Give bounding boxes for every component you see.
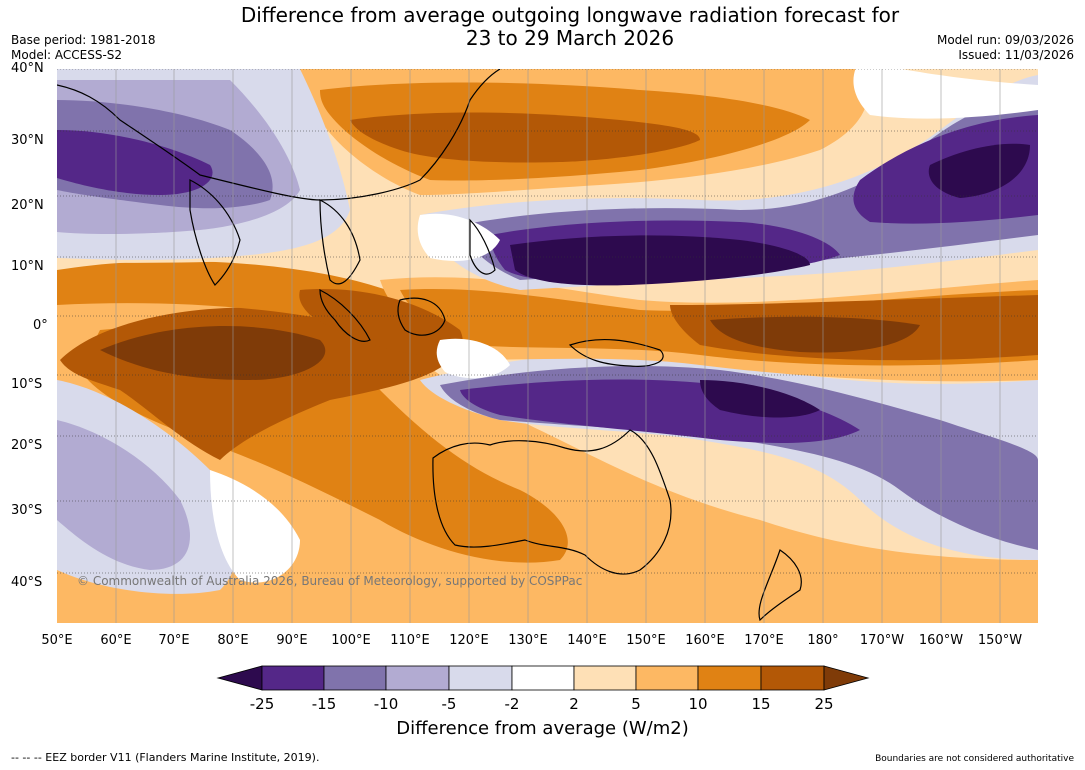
lon-label: 60°E [100, 633, 132, 648]
colorbar-segment-2 [323, 665, 387, 691]
colorbar-tick: -10 [373, 695, 399, 713]
model-info: Base period: 1981-2018 Model: ACCESS-S2 [11, 33, 156, 63]
chart-title: Difference from average outgoing longwav… [160, 4, 980, 50]
anomaly-asia-extreme-negative [57, 130, 213, 195]
new-zealand-outline [758, 549, 802, 622]
colorbar-segment-8 [697, 665, 762, 691]
colorbar-segment-9 [760, 665, 825, 691]
copyright-notice: © Commonwealth of Australia 2026, Bureau… [77, 574, 583, 588]
colorbar-segment-6 [573, 665, 637, 691]
boundaries-note: Boundaries are not considered authoritat… [875, 754, 1074, 764]
run-info: Model run: 09/03/2026 Issued: 11/03/2026 [937, 33, 1074, 63]
title-line-2: 23 to 29 March 2026 [465, 26, 675, 50]
colorbar-segment-3 [385, 665, 450, 691]
lon-label: 150°E [626, 633, 666, 648]
lat-label: 20°S [11, 438, 43, 453]
colorbar-tick: 15 [751, 695, 771, 713]
base-period: Base period: 1981-2018 [11, 33, 156, 47]
lat-label: 10°S [11, 377, 43, 392]
lon-label: 130°E [508, 633, 548, 648]
colorbar-tick: 10 [688, 695, 708, 713]
lon-label: 110°E [390, 633, 430, 648]
colorbar-segment-4 [448, 665, 513, 691]
colorbar-tick: 25 [814, 695, 834, 713]
lon-label: 50°E [41, 633, 73, 648]
philippines-outline [469, 218, 496, 275]
lon-label: 100°E [331, 633, 371, 648]
lon-label: 150°W [977, 633, 1023, 648]
issued-date: Issued: 11/03/2026 [958, 48, 1074, 62]
eez-note: -- -- -- EEZ border V11 (Flanders Marine… [11, 751, 320, 764]
lat-label: 40°S [11, 575, 43, 590]
title-line-1: Difference from average outgoing longwav… [240, 3, 900, 27]
colorbar-tick: -5 [441, 695, 457, 713]
lat-label: 30°S [11, 503, 43, 518]
anomaly-north-pacific-extreme-negative [510, 235, 810, 286]
colorbar-segment-5 [511, 665, 575, 691]
colorbar-segment-0 [216, 665, 263, 691]
anomaly-neutral-patch-west-pacific [417, 213, 500, 261]
lon-label: 160°W [918, 633, 964, 648]
lat-label: 10°N [11, 259, 44, 274]
anomaly-south-pacific-extreme-negative [700, 380, 820, 418]
coastlines [57, 69, 802, 622]
anomaly-north-subtropical-strong-positive [350, 112, 700, 163]
colorbar-tick: 5 [631, 695, 641, 713]
model-name: Model: ACCESS-S2 [11, 48, 123, 62]
australia-outline [432, 429, 672, 575]
lon-label: 70°E [158, 633, 190, 648]
colorbar [216, 665, 870, 691]
lon-label: 170°E [744, 633, 784, 648]
anomaly-neutral-patch-equator [436, 338, 510, 379]
lat-label: 30°N [11, 133, 44, 148]
asia-coast-outline [57, 69, 501, 201]
colorbar-tick: -15 [311, 695, 337, 713]
colorbar-title: Difference from average (W/m2) [396, 718, 689, 739]
lon-label: 170°W [859, 633, 905, 648]
colorbar-tick: -2 [504, 695, 520, 713]
lat-label: 0° [33, 318, 48, 333]
colorbar-tick: -25 [249, 695, 275, 713]
anomaly-equatorial-pacific-extreme-positive [710, 316, 920, 353]
anomaly-neutral-patch-north [853, 69, 1038, 119]
new-guinea-outline [568, 338, 664, 367]
lat-label: 40°N [11, 61, 44, 76]
anomaly-indian-ocean-extreme-positive [100, 326, 326, 380]
india-outline [189, 179, 241, 286]
anomaly-northeast-pacific-extreme-negative [928, 143, 1030, 198]
lon-label: 140°E [567, 633, 607, 648]
sumatra-outline [319, 289, 371, 342]
lat-label: 20°N [11, 198, 44, 213]
lon-label: 120°E [449, 633, 489, 648]
lon-label: 80°E [217, 633, 249, 648]
model-run: Model run: 09/03/2026 [936, 33, 1074, 47]
colorbar-segment-10 [823, 665, 870, 691]
anomaly-southwest-negative-core [57, 420, 190, 570]
anomaly-neutral-patch-south [210, 470, 300, 583]
lon-label: 90°E [276, 633, 308, 648]
lon-label: 160°E [685, 633, 725, 648]
colorbar-segment-7 [635, 665, 699, 691]
indochina-outline [319, 199, 361, 285]
borneo-outline [397, 297, 446, 336]
colorbar-segment-1 [261, 665, 325, 691]
meridians [115, 69, 1001, 623]
colorbar-tick: 2 [569, 695, 579, 713]
anomaly-maritime-continent-strong-positive [299, 289, 463, 357]
lon-label: 180° [807, 633, 839, 648]
